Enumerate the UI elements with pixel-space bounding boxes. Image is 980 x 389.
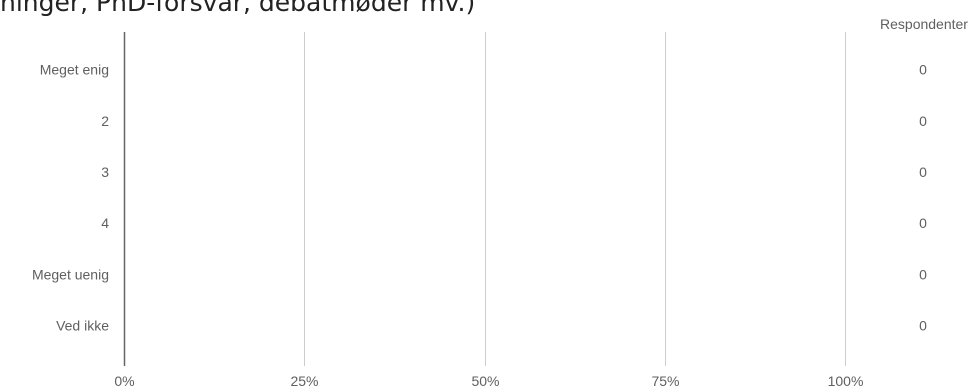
- category-label: Meget uenig: [32, 266, 109, 282]
- chart-title: ninger, PhD-forsvar, debatmøder mv.): [0, 0, 476, 17]
- category-label: Ved ikke: [56, 318, 109, 334]
- respondents-header: Respondenter: [880, 16, 968, 32]
- respondent-count: 0: [919, 266, 927, 282]
- x-tick-label: 100%: [828, 373, 864, 389]
- respondent-count: 0: [919, 62, 927, 78]
- respondent-count: 0: [919, 113, 927, 129]
- category-label: 2: [101, 113, 109, 129]
- x-tick-label: 0%: [114, 373, 134, 389]
- respondent-count: 0: [919, 164, 927, 180]
- category-label: 3: [101, 164, 109, 180]
- x-tick-label: 75%: [651, 373, 679, 389]
- category-label: Meget enig: [40, 62, 109, 78]
- category-label: 4: [101, 215, 109, 231]
- x-axis-tick-labels: 0% 25% 50% 75% 100%: [114, 373, 863, 389]
- x-tick-label: 50%: [471, 373, 499, 389]
- respondent-count: 0: [919, 318, 927, 334]
- category-labels: Meget enig 2 3 4 Meget uenig Ved ikke: [32, 62, 109, 334]
- x-tick-label: 25%: [290, 373, 318, 389]
- respondents-column: Respondenter 0 0 0 0 0 0: [880, 16, 968, 334]
- gridlines: [123, 32, 846, 366]
- respondent-count: 0: [919, 215, 927, 231]
